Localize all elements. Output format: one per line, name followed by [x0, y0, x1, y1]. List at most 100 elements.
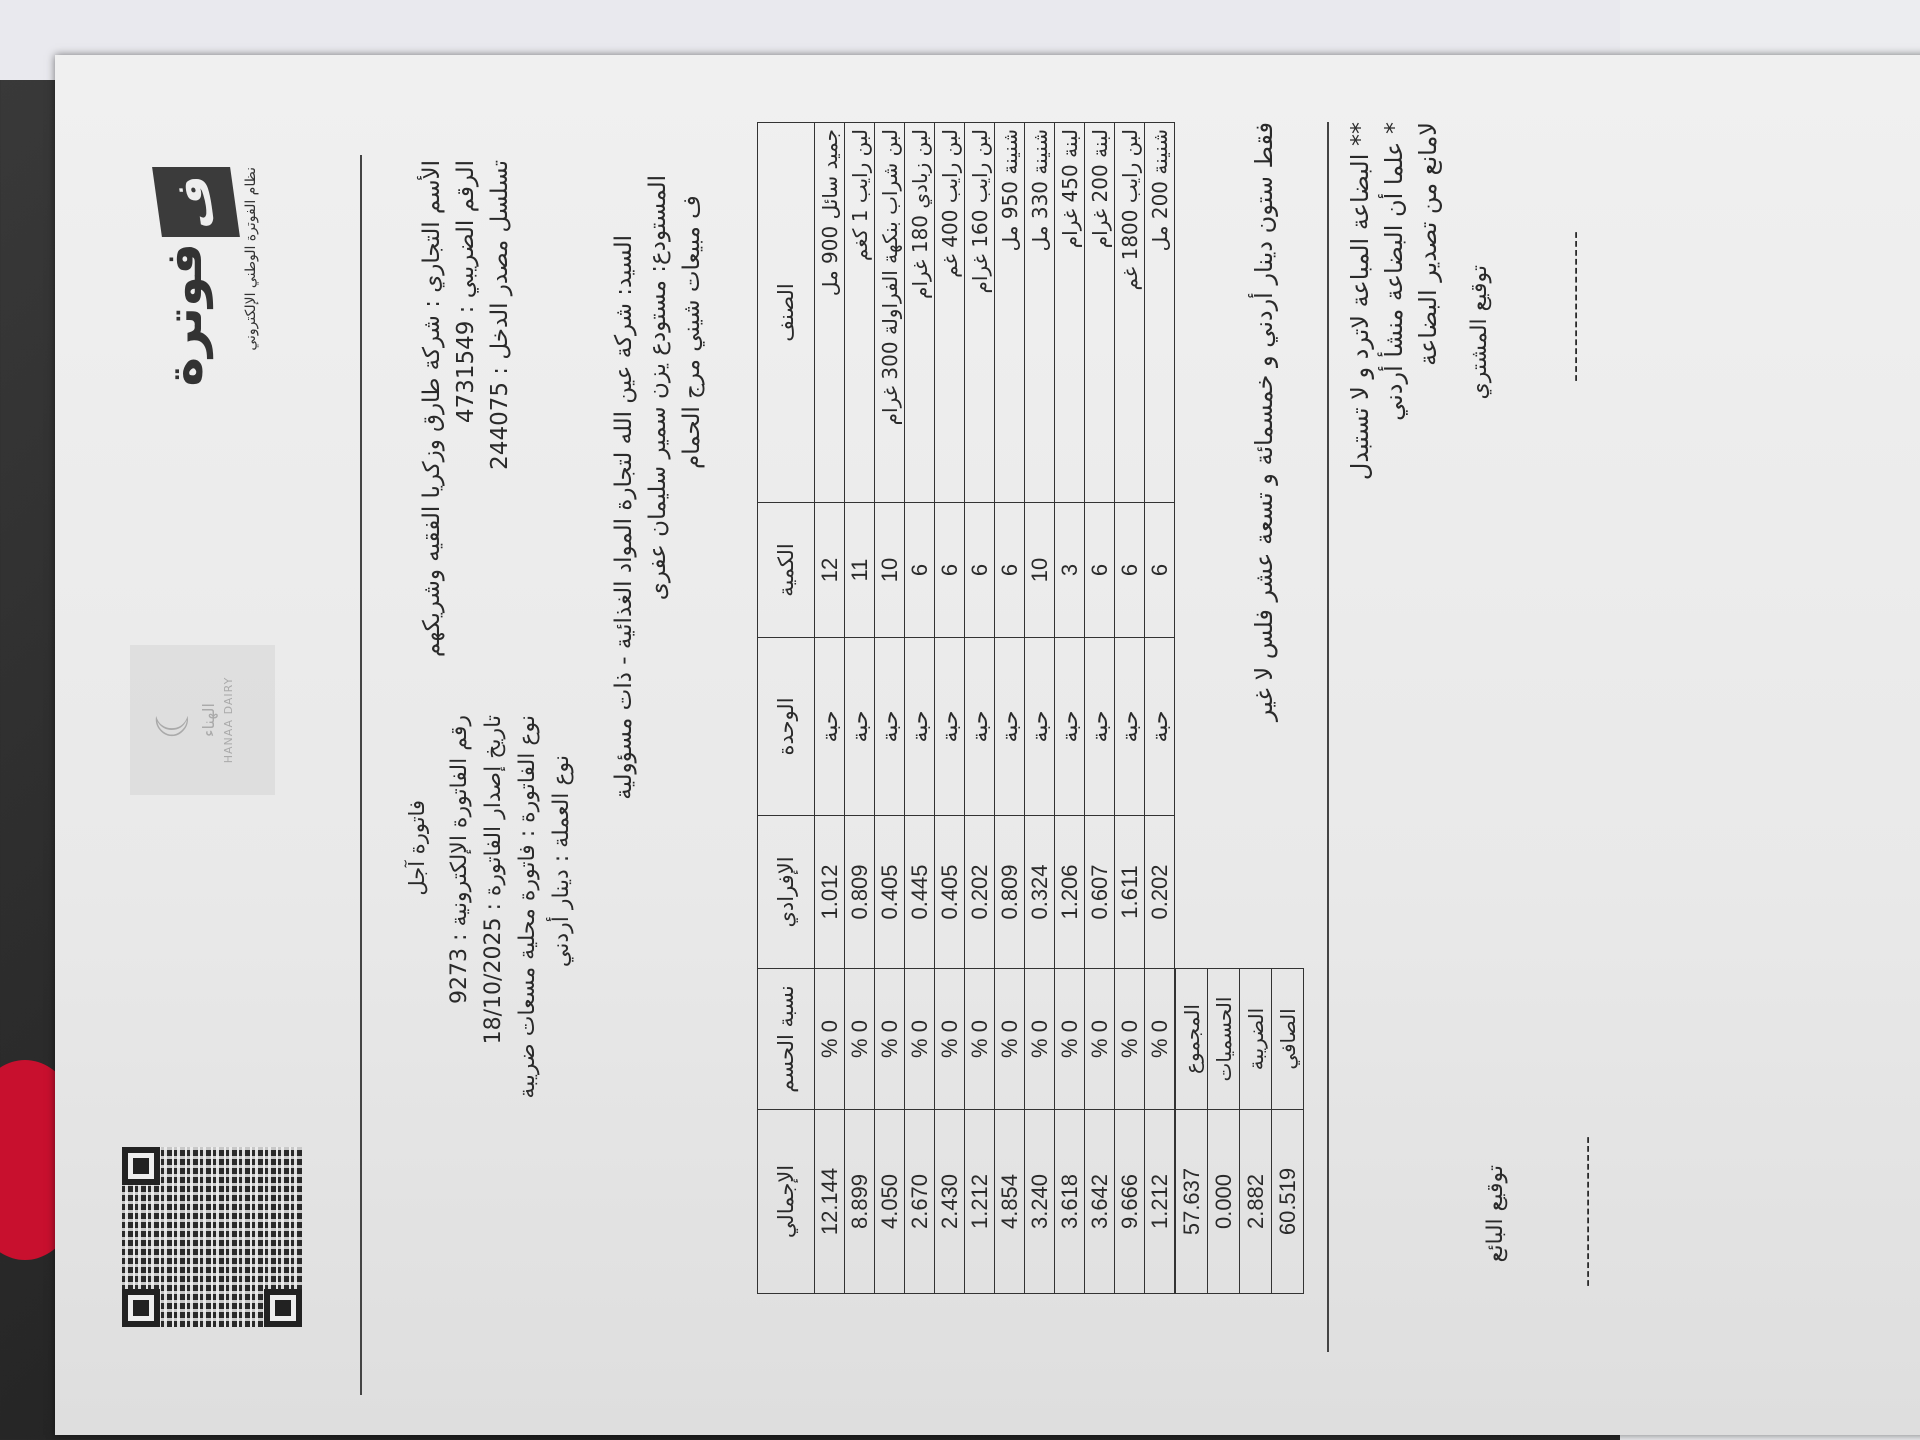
table-row: لبن رايب 1800 غم 6 حبة 1.611 0 % 9.666 [1114, 122, 1145, 1294]
line-total: 2.670 [904, 1109, 935, 1294]
footer-divider [1327, 122, 1329, 1352]
discount: 0 % [964, 968, 995, 1110]
table-row: لبن شراب بنكهة الفراولة 300 غرام 10 حبة 0.4… [874, 122, 905, 1294]
item-name: لبن شراب بنكهة الفراولة 300 غرام [874, 122, 905, 503]
column-header: الوحدة [757, 637, 815, 816]
seller-signature-line: ----------------- [1575, 1135, 1600, 1287]
quantity: 10 [874, 502, 905, 638]
total-value: 57.637 [1175, 1109, 1208, 1294]
total-label: الصافي [1271, 968, 1304, 1110]
unit: حبة [814, 637, 845, 816]
items-table-wrap: الصنف الكمية الوحدة الإفرادي نسبة الحسم … [757, 122, 1304, 1294]
discount: 0 % [1084, 968, 1115, 1110]
unit: حبة [1024, 637, 1055, 816]
quantity: 6 [904, 502, 935, 638]
discount: 0 % [904, 968, 935, 1110]
quantity: 6 [1144, 502, 1175, 638]
sales-channel: ف مبيعات شيني مرج الحمام [679, 195, 705, 470]
item-name: لبن رايب 1 كغم [844, 122, 875, 503]
invoice-type: نوع الفاتورة : فاتورة محلية مسعات ضريبة [515, 715, 540, 1099]
unit-price: 0.202 [964, 815, 995, 969]
discount: 0 % [814, 968, 845, 1110]
unit-price: 0.607 [1084, 815, 1115, 969]
watermark-en: HANAA DAIRY [222, 676, 235, 764]
line-total: 3.618 [1054, 1109, 1085, 1294]
table-row: لبن رايب 1 كغم 11 حبة 0.809 0 % 8.899 [844, 122, 875, 1294]
buyer-signature-label: توقيع المشتري [1467, 265, 1492, 400]
discount: 0 % [1054, 968, 1085, 1110]
unit-price: 0.324 [1024, 815, 1055, 969]
unit-price: 0.809 [844, 815, 875, 969]
table-row: لبنة 450 غرام 3 حبة 1.206 0 % 3.618 [1054, 122, 1085, 1294]
quantity: 6 [964, 502, 995, 638]
items-table: الصنف الكمية الوحدة الإفرادي نسبة الحسم … [757, 122, 1175, 1294]
watermark-ar: الهناء [199, 703, 218, 737]
currency: نوع العملة : دينار أردني [549, 755, 574, 968]
unit-price: 1.611 [1114, 815, 1145, 969]
seller-info: الأسم التجاري : شركة طارق وزكريا الفقيه … [415, 160, 517, 657]
fawtara-logo: ف فوترة نظام الفوترة الوطني الإلكتروني [147, 167, 267, 386]
quantity: 6 [1114, 502, 1145, 638]
quantity: 3 [1054, 502, 1085, 638]
seller-signature-label: توقيع البائع [1483, 1165, 1508, 1263]
table-row: شنينة 200 مل 6 حبة 0.202 0 % 1.212 [1144, 122, 1175, 1294]
column-header: الكمية [757, 502, 815, 638]
line-total: 4.854 [994, 1109, 1025, 1294]
discount: 0 % [1144, 968, 1175, 1110]
item-name: شنينة 200 مل [1144, 122, 1175, 503]
line-total: 4.050 [874, 1109, 905, 1294]
watermark-icon: ☾ [148, 700, 199, 740]
income-source: تسلسل مصدر الدخل : 244075 [487, 160, 513, 470]
totals-row: الضريبة 2.882 [1239, 968, 1272, 1294]
item-name: لبن رايب 1800 غم [1114, 122, 1145, 503]
column-header: الإجمالي [757, 1109, 815, 1294]
table-row: لبن رايب 160 غرام 6 حبة 0.202 0 % 1.212 [964, 122, 995, 1294]
quantity: 12 [814, 502, 845, 638]
invoice-info: رقم الفاتورة الإلكترونية : 9273 تاريخ إص… [443, 715, 579, 1099]
qr-finder [122, 1289, 160, 1327]
note: لامانع من تصدير البضاعة [1414, 122, 1442, 366]
unit-price: 0.405 [934, 815, 965, 969]
invoice-document: ف فوترة نظام الفوترة الوطني الإلكتروني ☾… [55, 55, 1920, 1435]
discount: 0 % [1024, 968, 1055, 1110]
note: ** البضاعة المباعة لاترد و لا تستبدل [1346, 122, 1374, 481]
table-header-row: الصنف الكمية الوحدة الإفرادي نسبة الحسم … [757, 122, 815, 1294]
item-name: لبن زبادي 180 غرام [904, 122, 935, 503]
item-name: لبن رايب 400 غم [934, 122, 965, 503]
invoice-number: رقم الفاتورة الإلكترونية : 9273 [447, 715, 472, 1004]
unit: حبة [904, 637, 935, 816]
table-row: شنينة 950 مل 6 حبة 0.809 0 % 4.854 [994, 122, 1025, 1294]
invoice-title: فاتورة آجل [405, 800, 429, 896]
column-header: الإفرادي [757, 815, 815, 969]
line-total: 1.212 [964, 1109, 995, 1294]
note: * علما أن البضاعة منشأ أردني [1380, 122, 1408, 421]
line-total: 3.642 [1084, 1109, 1115, 1294]
buyer-name: السيد: شركة عين الله لتجارة المواد الغذا… [611, 235, 637, 800]
total-label: الحسميات [1207, 968, 1240, 1110]
table-row: لبنة 200 غرام 6 حبة 0.607 0 % 3.642 [1084, 122, 1115, 1294]
qr-finder [122, 1147, 160, 1185]
qr-finder [264, 1289, 302, 1327]
totals-row: الصافي 60.519 [1271, 968, 1304, 1294]
discount: 0 % [844, 968, 875, 1110]
unit-price: 0.445 [904, 815, 935, 969]
unit-price: 1.206 [1054, 815, 1085, 969]
table-row: لبن رايب 400 غم 6 حبة 0.405 0 % 2.430 [934, 122, 965, 1294]
item-name: شنينة 950 مل [994, 122, 1025, 503]
unit: حبة [844, 637, 875, 816]
quantity: 6 [994, 502, 1025, 638]
unit: حبة [874, 637, 905, 816]
totals-row: المجموع 57.637 [1175, 968, 1208, 1294]
line-total: 1.212 [1144, 1109, 1175, 1294]
line-total: 2.430 [934, 1109, 965, 1294]
item-name: شنينة 330 مل [1024, 122, 1055, 503]
amount-in-words: فقط ستون دينار أردني و خمسمائة و تسعة عش… [1250, 122, 1278, 722]
buyer-signature-line: ----------------- [1563, 230, 1588, 382]
line-total: 3.240 [1024, 1109, 1055, 1294]
tax-number: الرقم الضريبي : 4731549 [453, 160, 479, 424]
totals-table: المجموع 57.637 الحسميات 0.000 الضريبة 2.882 ال… [1175, 968, 1304, 1294]
trade-name: الأسم التجاري : شركة طارق وزكريا الفقيه … [419, 160, 445, 658]
quantity: 6 [1084, 502, 1115, 638]
qr-code [122, 1147, 302, 1327]
discount: 0 % [934, 968, 965, 1110]
